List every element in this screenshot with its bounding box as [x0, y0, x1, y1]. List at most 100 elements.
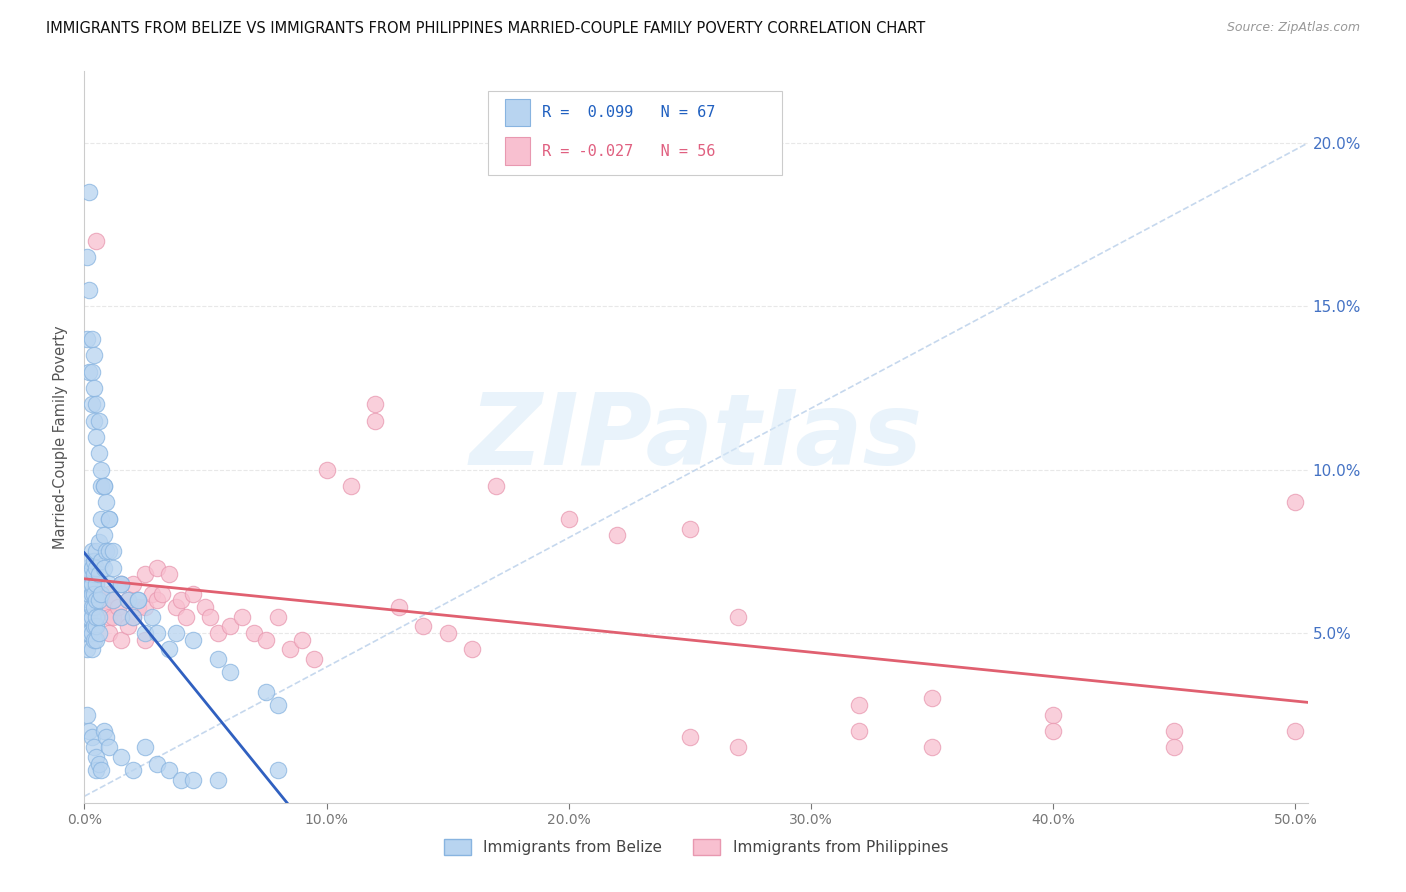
Point: [97, 577, 120, 591]
Point: [80, 577, 103, 591]
Point: [165, 626, 187, 640]
Point: [86, 234, 108, 248]
Point: [121, 609, 143, 624]
Point: [157, 763, 180, 777]
Text: R =  0.099   N = 67: R = 0.099 N = 67: [541, 105, 716, 120]
Point: [485, 479, 508, 493]
Point: [96, 495, 118, 509]
Point: [127, 593, 149, 607]
Point: [110, 750, 132, 764]
Point: [87, 414, 110, 428]
Point: [848, 698, 870, 712]
Point: [97, 626, 120, 640]
Point: [243, 626, 266, 640]
Point: [86, 577, 108, 591]
Point: [110, 577, 132, 591]
Point: [86, 593, 108, 607]
Bar: [505, 99, 530, 127]
Point: [121, 609, 143, 624]
Point: [86, 577, 108, 591]
Point: [76, 251, 98, 265]
Point: [117, 593, 139, 607]
Point: [83, 619, 105, 633]
Point: [83, 414, 105, 428]
Point: [291, 632, 314, 647]
Point: [231, 609, 253, 624]
Point: [107, 599, 129, 614]
Point: [80, 626, 103, 640]
Point: [304, 652, 326, 666]
Point: [76, 707, 98, 722]
Point: [77, 723, 100, 738]
Point: [127, 599, 149, 614]
Point: [207, 772, 229, 787]
Point: [117, 619, 139, 633]
Point: [103, 544, 125, 558]
Point: [86, 430, 108, 444]
Point: [83, 599, 105, 614]
Point: [141, 609, 163, 624]
Point: [1042, 723, 1064, 738]
Point: [364, 397, 387, 411]
Point: [86, 750, 108, 764]
Point: [83, 632, 105, 647]
Point: [165, 599, 187, 614]
Point: [679, 731, 702, 745]
Point: [117, 593, 139, 607]
Point: [110, 632, 132, 647]
Point: [103, 593, 125, 607]
Point: [103, 560, 125, 574]
Point: [97, 544, 120, 558]
Point: [87, 567, 110, 582]
Point: [96, 731, 118, 745]
FancyBboxPatch shape: [488, 91, 782, 175]
Point: [97, 740, 120, 755]
Point: [80, 642, 103, 657]
Point: [267, 763, 290, 777]
Point: [83, 348, 105, 362]
Point: [93, 723, 115, 738]
Point: [77, 577, 100, 591]
Point: [77, 626, 100, 640]
Point: [90, 463, 112, 477]
Point: [146, 560, 169, 574]
Point: [679, 521, 702, 535]
Point: [76, 626, 98, 640]
Point: [921, 740, 943, 755]
Point: [1163, 723, 1185, 738]
Point: [558, 512, 581, 526]
Point: [1042, 707, 1064, 722]
Point: [727, 740, 749, 755]
Point: [76, 577, 98, 591]
Point: [76, 332, 98, 346]
Text: IMMIGRANTS FROM BELIZE VS IMMIGRANTS FROM PHILIPPINES MARRIED-COUPLE FAMILY POVE: IMMIGRANTS FROM BELIZE VS IMMIGRANTS FRO…: [46, 21, 925, 36]
Point: [87, 609, 110, 624]
Point: [183, 772, 205, 787]
Point: [1284, 495, 1306, 509]
Point: [194, 599, 217, 614]
Point: [97, 512, 120, 526]
Point: [93, 599, 115, 614]
Point: [1163, 740, 1185, 755]
Point: [90, 512, 112, 526]
Point: [76, 560, 98, 574]
Point: [110, 577, 132, 591]
Point: [76, 642, 98, 657]
Point: [93, 560, 115, 574]
Point: [77, 609, 100, 624]
Point: [86, 544, 108, 558]
Point: [183, 632, 205, 647]
Text: Source: ZipAtlas.com: Source: ZipAtlas.com: [1226, 21, 1360, 34]
Point: [278, 642, 301, 657]
Point: [207, 652, 229, 666]
Point: [90, 554, 112, 568]
Point: [1284, 723, 1306, 738]
Point: [110, 577, 132, 591]
Point: [364, 414, 387, 428]
Point: [606, 528, 628, 542]
Point: [103, 609, 125, 624]
Point: [83, 740, 105, 755]
Point: [110, 609, 132, 624]
Point: [77, 593, 100, 607]
Point: [86, 560, 108, 574]
